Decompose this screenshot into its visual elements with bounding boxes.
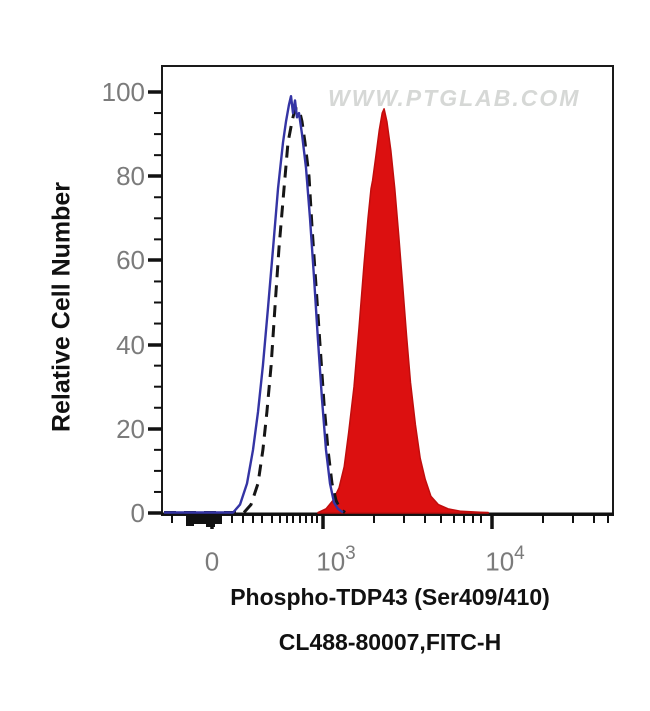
y-tick-label-0: 0 [130,498,145,528]
x-tick-label-1e3: 103 [316,543,356,577]
x-tick-label-0: 0 [204,546,220,577]
x-axis-caption-line2: CL488-80007,FITC-H [278,629,502,655]
y-tick-label-40: 40 [116,330,145,360]
y-tick-label-80: 80 [116,161,145,191]
x-axis-caption-line1: Phospho-TDP43 (Ser409/410) [230,584,550,610]
y-tick-label-100: 100 [101,77,145,107]
watermark-text: WWW.PTGLAB.COM [328,85,581,111]
x-tick-label-1e4: 104 [485,543,525,577]
y-tick-label-20: 20 [116,414,145,444]
y-tick-label-60: 60 [116,245,145,275]
